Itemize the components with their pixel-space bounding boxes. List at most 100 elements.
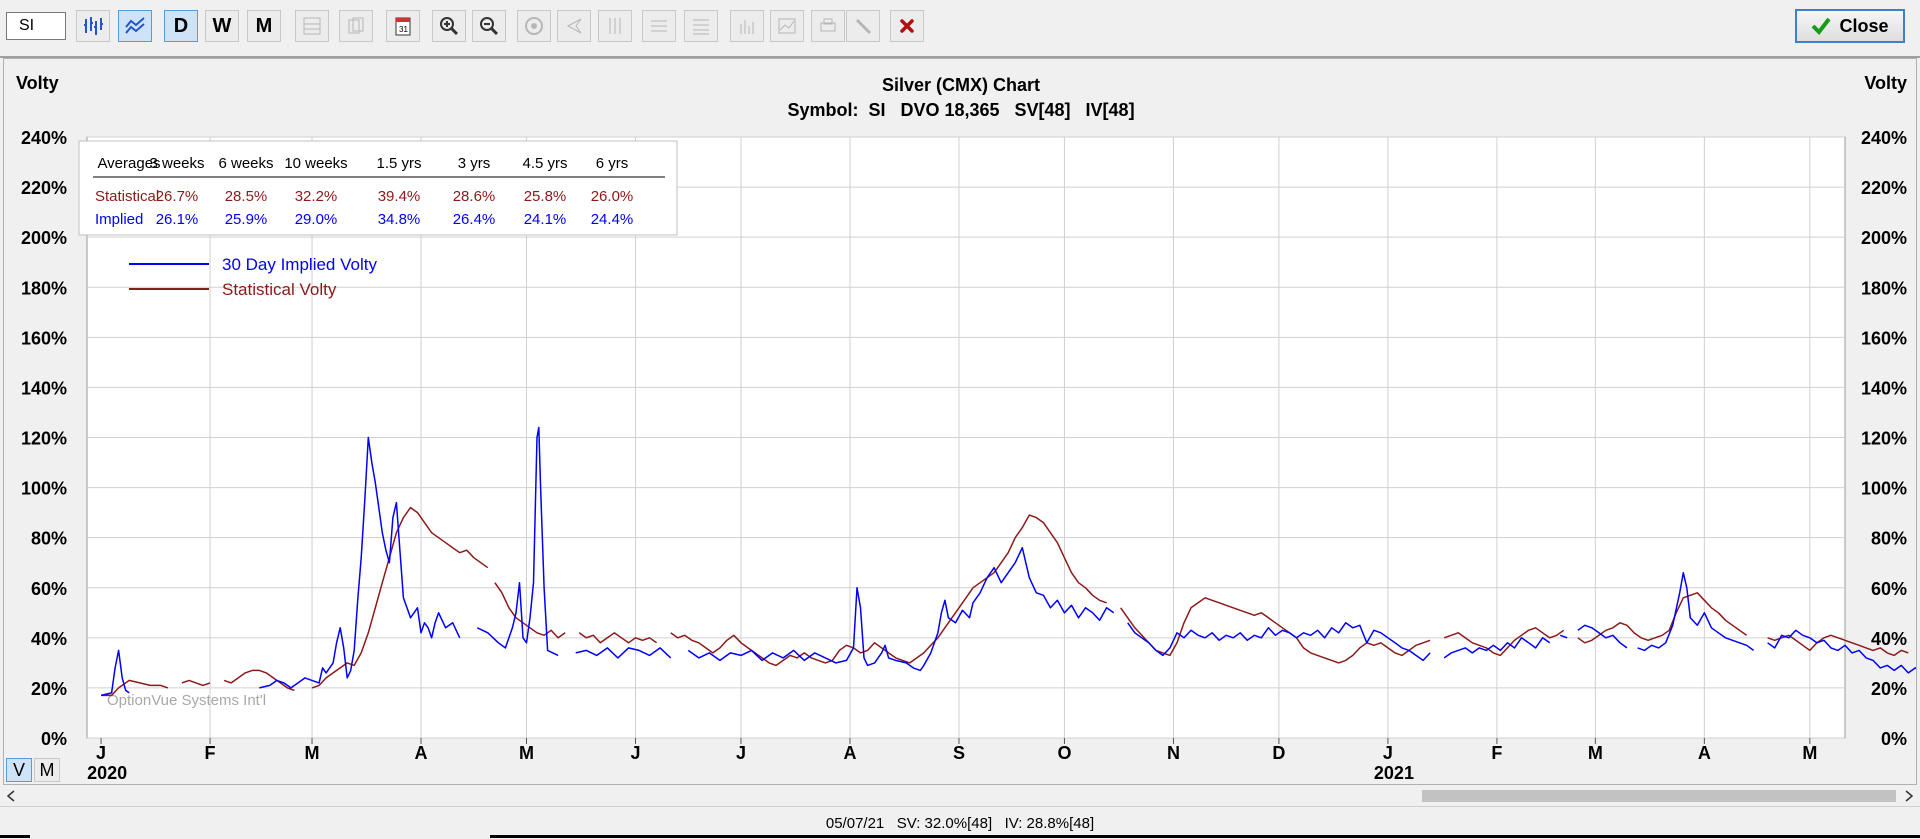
left-axis-label: Volty <box>16 73 59 93</box>
averages-row-label: Statistical <box>95 188 159 205</box>
x-tick-label: F <box>205 743 216 763</box>
legend-label-statistical: Statistical Volty <box>222 280 337 299</box>
scroll-thumb[interactable] <box>1422 790 1896 802</box>
pencil-icon[interactable] <box>846 10 880 42</box>
series-line-segment <box>494 582 566 639</box>
scroll-left-icon[interactable] <box>6 790 16 802</box>
series-line-segment <box>181 679 211 687</box>
calendar-icon[interactable]: 31 <box>386 10 420 42</box>
series-line-segment <box>101 679 169 697</box>
checkmark-icon <box>1812 17 1832 35</box>
x-tick-label: J <box>1383 743 1393 763</box>
averages-cell: 26.1% <box>156 211 199 228</box>
pointer-icon[interactable] <box>557 10 591 42</box>
v-toggle-button[interactable]: V <box>6 758 32 782</box>
x-year-label: 2021 <box>1374 763 1414 783</box>
averages-cell: 28.6% <box>453 188 496 205</box>
x-tick-label: J <box>96 743 106 763</box>
bar-chart-icon[interactable] <box>76 10 110 42</box>
y-tick-label-left: 0% <box>41 729 67 749</box>
series-line-segment <box>575 647 672 659</box>
series-line-segment <box>1767 634 1909 657</box>
zoom-in-icon[interactable] <box>432 10 466 42</box>
bands-icon[interactable] <box>684 10 718 42</box>
lines-icon[interactable] <box>642 10 676 42</box>
x-tick-label: M <box>519 743 534 763</box>
averages-cell: 25.9% <box>225 211 268 228</box>
x-tick-label: J <box>630 743 640 763</box>
y-tick-label-right: 120% <box>1861 429 1907 449</box>
y-tick-label-right: 20% <box>1871 679 1907 699</box>
y-tick-label-right: 0% <box>1881 729 1907 749</box>
series-line-segment <box>1767 629 1920 674</box>
zoom-out-icon[interactable] <box>472 10 506 42</box>
averages-column-header: 6 weeks <box>218 155 273 172</box>
x-tick-label: O <box>1057 743 1071 763</box>
horizontal-scrollbar[interactable] <box>0 786 1920 806</box>
series-line-segment <box>670 514 1107 667</box>
x-tick-label: J <box>736 743 746 763</box>
averages-cell: 32.2% <box>295 188 338 205</box>
line-chart-icon[interactable] <box>118 10 152 42</box>
averages-column-header: 10 weeks <box>284 155 347 172</box>
series-line-segment <box>223 669 295 692</box>
x-tick-label: M <box>1802 743 1817 763</box>
y-tick-label-left: 80% <box>31 529 67 549</box>
series-line-segment <box>259 436 461 689</box>
series-line-segment <box>1127 622 1431 662</box>
y-tick-label-right: 220% <box>1861 178 1907 198</box>
study-icon[interactable] <box>770 10 804 42</box>
daily-button[interactable]: D <box>164 10 198 42</box>
bottom-divider <box>490 835 1920 838</box>
x-tick-label: F <box>1491 743 1502 763</box>
y-tick-label-right: 180% <box>1861 278 1907 298</box>
series-line-segment <box>1559 634 1568 639</box>
weekly-button[interactable]: W <box>205 10 239 42</box>
series-line-segment <box>476 426 559 657</box>
sliders-icon[interactable] <box>598 10 632 42</box>
averages-column-header: 6 yrs <box>596 155 629 172</box>
y-tick-label-right: 160% <box>1861 328 1907 348</box>
m-toggle-button[interactable]: M <box>34 758 60 782</box>
averages-cell: 26.7% <box>156 188 199 205</box>
bottom-divider-left <box>0 835 30 838</box>
y-tick-label-right: 40% <box>1871 629 1907 649</box>
series-statistical <box>101 506 1909 697</box>
averages-column-header: 4.5 yrs <box>522 155 567 172</box>
y-tick-label-right: 100% <box>1861 479 1907 499</box>
x-tick-label: N <box>1167 743 1180 763</box>
view-toggle: V M <box>6 758 60 782</box>
x-tick-label: M <box>305 743 320 763</box>
legend: 30 Day Implied Volty Statistical Volty <box>129 255 377 299</box>
averages-cell: 34.8% <box>378 211 421 228</box>
series-line-segment <box>1443 637 1551 659</box>
averages-cell: 24.1% <box>524 211 567 228</box>
watermark: OptionVue Systems Int'l <box>107 692 266 709</box>
legend-label-implied: 30 Day Implied Volty <box>222 255 377 274</box>
symbol-input[interactable] <box>6 12 66 40</box>
delete-icon[interactable] <box>890 10 924 42</box>
y-tick-label-left: 20% <box>31 679 67 699</box>
target-icon[interactable] <box>517 10 551 42</box>
chart-panel: 0% 0% 20% 20% 40% 40% 60% 60% 80% 80% 100% 100% 120%… <box>3 58 1920 785</box>
series-line-segment <box>687 546 1115 672</box>
averages-cell: 29.0% <box>295 211 338 228</box>
monthly-button[interactable]: M <box>247 10 281 42</box>
volume-icon[interactable] <box>730 10 764 42</box>
grid-icon[interactable] <box>295 10 329 42</box>
series-line-segment <box>311 506 489 689</box>
y-tick-label-right: 200% <box>1861 228 1907 248</box>
averages-cell: 39.4% <box>378 188 421 205</box>
series-line-segment <box>1577 624 1628 649</box>
series-line-segment <box>1577 592 1748 644</box>
volatility-chart[interactable]: 0% 0% 20% 20% 40% 40% 60% 60% 80% 80% 100% 100% 120%… <box>4 59 1920 784</box>
scroll-right-icon[interactable] <box>1904 790 1914 802</box>
copy-icon[interactable] <box>339 10 373 42</box>
status-text: 05/07/21 SV: 32.0%[48] IV: 28.8%[48] <box>825 814 1095 832</box>
y-tick-label-left: 160% <box>21 328 67 348</box>
close-button[interactable]: Close <box>1795 9 1905 43</box>
print-icon[interactable] <box>811 10 845 42</box>
x-year-label: 2020 <box>87 763 127 783</box>
y-tick-label-left: 120% <box>21 429 67 449</box>
chart-subtitle: Symbol: SI DVO 18,365 SV[48] IV[48] <box>787 100 1134 120</box>
